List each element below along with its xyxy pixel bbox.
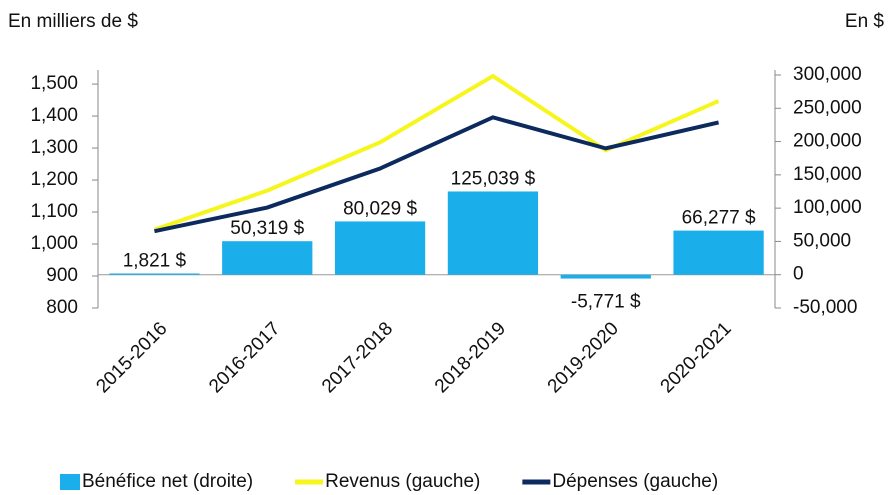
y-tick-label: 1,100 bbox=[30, 201, 78, 222]
y-axis-label: En milliers de $ bbox=[8, 11, 138, 32]
x-tick-label: 2019-2020 bbox=[544, 318, 623, 397]
data-label: 50,319 $ bbox=[230, 218, 304, 239]
bar bbox=[673, 230, 764, 275]
y-tick-label: 1,400 bbox=[30, 105, 78, 126]
data-label: 1,821 $ bbox=[123, 251, 187, 272]
y2-tick-label: -50,000 bbox=[793, 297, 857, 318]
x-tick-label: 2016-2017 bbox=[205, 318, 284, 397]
y-tick-label: 1,000 bbox=[30, 233, 78, 254]
y-tick-label: 800 bbox=[46, 297, 78, 318]
y2-tick-label: 150,000 bbox=[793, 164, 862, 185]
y-tick-label: 1,500 bbox=[30, 73, 78, 94]
bar bbox=[560, 274, 651, 279]
y-tick-label: 900 bbox=[46, 265, 78, 286]
y-tick-label: 1,200 bbox=[30, 169, 78, 190]
data-label: -5,771 $ bbox=[571, 292, 641, 313]
legend-label: Revenus (gauche) bbox=[325, 471, 480, 492]
legend-label: Bénéfice net (droite) bbox=[82, 471, 253, 492]
data-label: 66,277 $ bbox=[682, 208, 756, 229]
y2-axis-label: En $ bbox=[845, 11, 885, 32]
line bbox=[154, 115, 720, 234]
y2-tick-label: 0 bbox=[793, 264, 804, 285]
y2-tick-label: 300,000 bbox=[793, 64, 862, 85]
y-tick-label: 1,300 bbox=[30, 137, 78, 158]
y2-tick-label: 50,000 bbox=[793, 230, 851, 251]
legend-swatch bbox=[60, 474, 80, 490]
data-label: 80,029 $ bbox=[343, 198, 417, 219]
bar bbox=[447, 191, 539, 275]
y2-tick-label: 100,000 bbox=[793, 197, 862, 218]
legend-label: Dépenses (gauche) bbox=[552, 471, 718, 492]
x-tick-label: 2015-2016 bbox=[92, 318, 171, 397]
x-tick-label: 2018-2019 bbox=[431, 318, 510, 397]
x-tick-label: 2020-2021 bbox=[657, 318, 736, 397]
y2-tick-label: 250,000 bbox=[793, 97, 862, 118]
bar bbox=[109, 273, 200, 275]
bar bbox=[222, 241, 313, 275]
data-label: 125,039 $ bbox=[451, 168, 536, 189]
x-tick-label: 2017-2018 bbox=[318, 318, 397, 397]
bar bbox=[334, 221, 426, 275]
y2-tick-label: 200,000 bbox=[793, 131, 862, 152]
line bbox=[153, 73, 720, 232]
